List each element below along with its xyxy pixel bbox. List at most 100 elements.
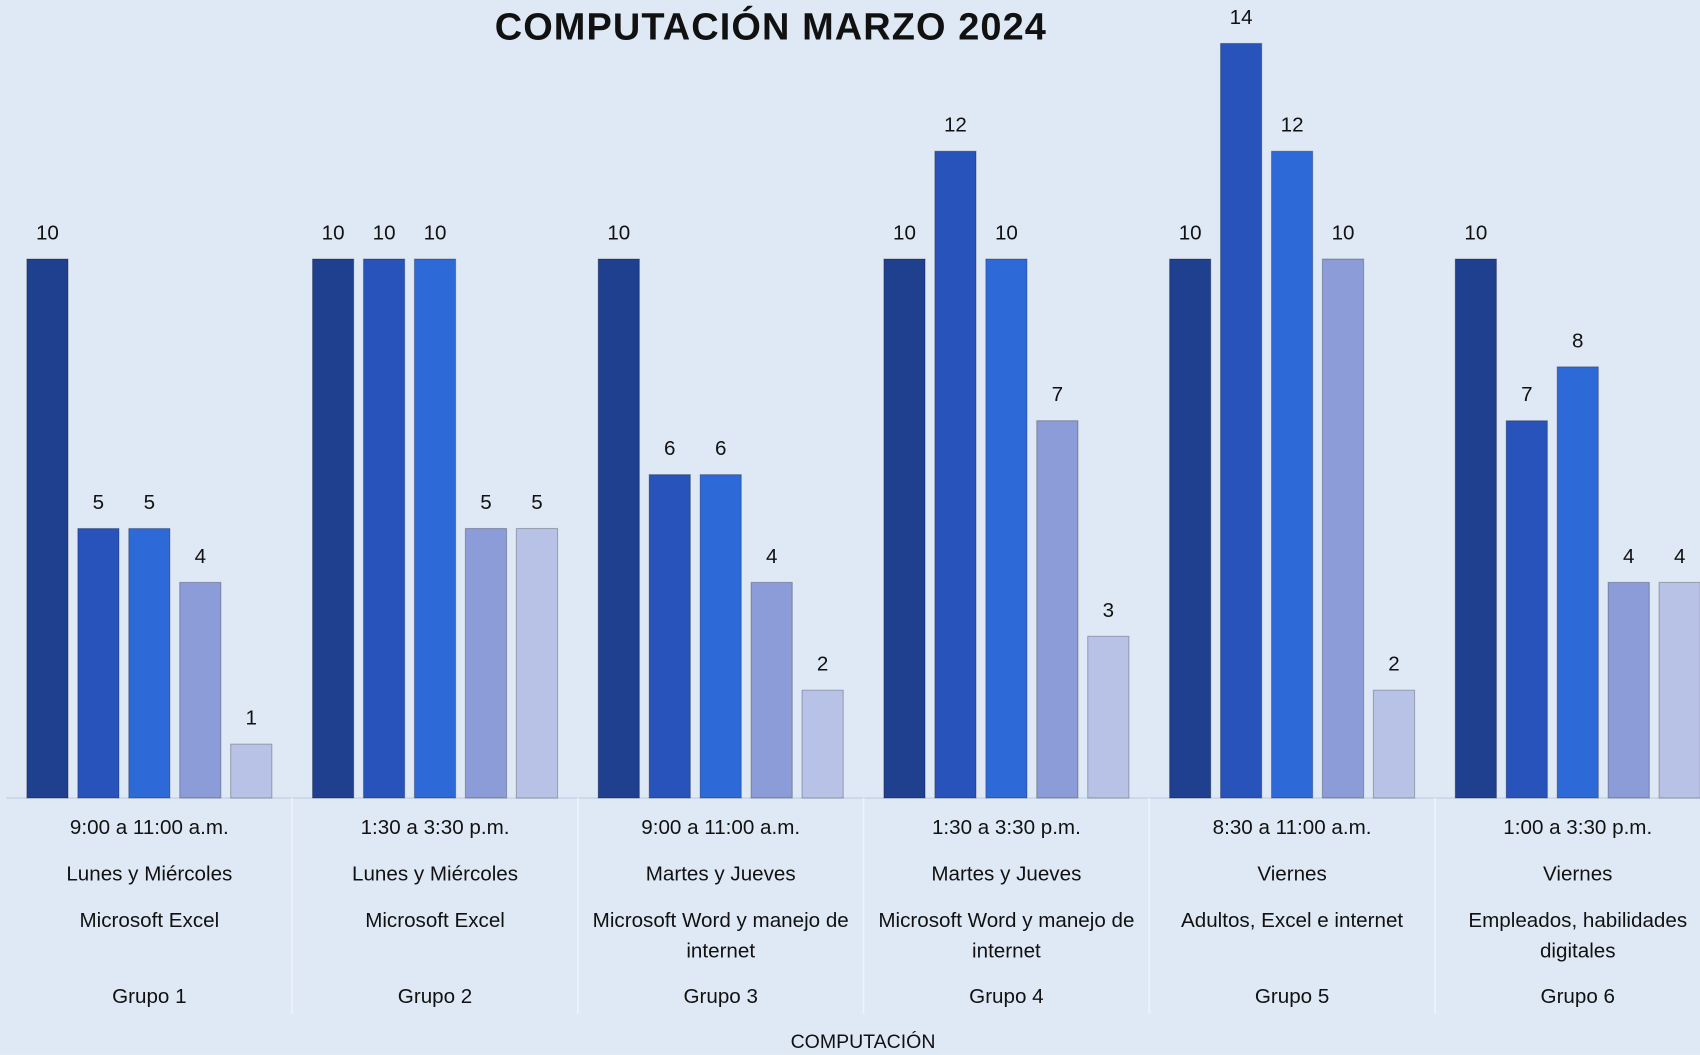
data-label: 12 <box>1281 114 1304 137</box>
bar <box>464 527 508 799</box>
bar <box>1270 150 1314 799</box>
data-label: 5 <box>531 491 542 514</box>
data-label: 1 <box>246 707 257 730</box>
data-label: 10 <box>995 222 1018 245</box>
x-tick-label: Microsoft Word y manejo de internet <box>592 909 849 963</box>
bar <box>1556 366 1599 799</box>
category-text: 1:00 a 3:30 p.m. <box>1503 816 1653 840</box>
data-label: 10 <box>36 222 59 245</box>
category-text: Lunes y Miércoles <box>66 863 233 886</box>
data-label: 5 <box>93 491 104 514</box>
bar <box>985 258 1028 799</box>
bar <box>1036 420 1079 799</box>
data-label: 4 <box>195 545 206 568</box>
x-tick-label: Grupo 5 <box>1254 985 1330 1009</box>
data-label: 2 <box>1388 653 1399 676</box>
category-text: Grupo 2 <box>397 985 473 1009</box>
x-tick-label: Grupo 2 <box>397 985 473 1009</box>
x-tick-label: Martes y Jueves <box>931 863 1082 886</box>
category-text: Adultos, Excel e internet <box>1180 909 1404 933</box>
chart-title: COMPUTACIÓN MARZO 2024 <box>495 4 1047 48</box>
category-text: Grupo 5 <box>1254 985 1330 1009</box>
category-text: Grupo 1 <box>112 985 187 1009</box>
x-tick-label: Microsoft Excel <box>79 909 220 933</box>
bar <box>77 527 120 799</box>
bar <box>934 150 977 799</box>
bar <box>883 258 926 799</box>
x-tick-label: Grupo 4 <box>969 985 1044 1009</box>
data-label: 10 <box>373 222 396 245</box>
category-text: Martes y Jueves <box>645 863 796 886</box>
data-label: 10 <box>1464 222 1487 245</box>
category-text: Empleados, habilidades digitales <box>1468 909 1688 963</box>
category-text: 8:30 a 11:00 a.m. <box>1212 816 1372 840</box>
data-label: 2 <box>817 653 828 676</box>
bar <box>128 527 171 799</box>
x-tick-label: 1:30 a 3:30 p.m. <box>360 816 510 840</box>
category-text: 1:30 a 3:30 p.m. <box>360 816 510 840</box>
category-text: Microsoft Word y manejo de internet <box>878 909 1135 963</box>
category-text: Grupo 4 <box>969 985 1044 1009</box>
category-text: Microsoft Excel <box>79 909 220 933</box>
x-tick-label: Microsoft Word y manejo de internet <box>878 909 1135 963</box>
bar <box>362 258 406 799</box>
data-label: 5 <box>480 491 491 514</box>
data-label: 5 <box>144 491 155 514</box>
category-text: 9:00 a 11:00 a.m. <box>69 816 229 840</box>
data-label: 6 <box>715 437 726 460</box>
data-label: 7 <box>1052 383 1063 406</box>
bar <box>1321 258 1365 799</box>
bar <box>1219 42 1263 799</box>
data-label: 8 <box>1572 329 1583 352</box>
data-label: 10 <box>1332 222 1355 245</box>
x-tick-label: Grupo 3 <box>683 985 758 1009</box>
category-text: Grupo 6 <box>1540 985 1615 1009</box>
bar <box>597 258 640 799</box>
x-axis-label: COMPUTACIÓN <box>791 1030 936 1053</box>
data-label: 14 <box>1230 6 1253 29</box>
data-label: 10 <box>424 222 447 245</box>
category-text: 1:30 a 3:30 p.m. <box>931 816 1081 840</box>
x-tick-label: Lunes y Miércoles <box>66 863 233 886</box>
x-tick-label: Viernes <box>1257 863 1326 886</box>
data-label: 3 <box>1103 599 1114 622</box>
bar <box>1505 420 1548 799</box>
data-label: 7 <box>1521 383 1532 406</box>
x-tick-label: Lunes y Miércoles <box>352 863 519 886</box>
category-text: Microsoft Excel <box>365 909 505 933</box>
bar <box>1087 635 1130 799</box>
bar <box>648 474 691 799</box>
bar <box>413 258 457 799</box>
bar <box>1454 258 1497 799</box>
x-tick-label: Viernes <box>1543 863 1612 886</box>
data-label: 10 <box>893 222 916 245</box>
x-tick-label: 1:30 a 3:30 p.m. <box>931 816 1081 840</box>
bar <box>1658 581 1700 799</box>
category-text: Grupo 3 <box>683 985 758 1009</box>
data-label: 10 <box>607 222 630 245</box>
x-tick-label: 9:00 a 11:00 a.m. <box>69 816 229 840</box>
x-tick-label: 1:00 a 3:30 p.m. <box>1503 816 1653 840</box>
bar <box>801 689 844 799</box>
bar <box>311 258 355 799</box>
bar <box>1607 581 1650 799</box>
x-tick-label: Adultos, Excel e internet <box>1180 909 1404 933</box>
bar <box>1169 258 1212 799</box>
data-label: 4 <box>766 545 777 568</box>
x-tick-label: 8:30 a 11:00 a.m. <box>1212 816 1372 840</box>
x-tick-label: Empleados, habilidades digitales <box>1468 909 1688 963</box>
data-label: 12 <box>944 114 967 137</box>
category-text: Microsoft Word y manejo de internet <box>592 909 849 963</box>
data-label: 10 <box>1179 222 1202 245</box>
bar <box>1372 689 1416 799</box>
category-text: Lunes y Miércoles <box>352 863 519 886</box>
bar <box>179 581 222 799</box>
x-tick-label: Grupo 1 <box>112 985 187 1009</box>
category-text: Martes y Jueves <box>931 863 1082 886</box>
bar <box>750 581 793 799</box>
bar <box>515 527 559 799</box>
data-label: 10 <box>322 222 345 245</box>
